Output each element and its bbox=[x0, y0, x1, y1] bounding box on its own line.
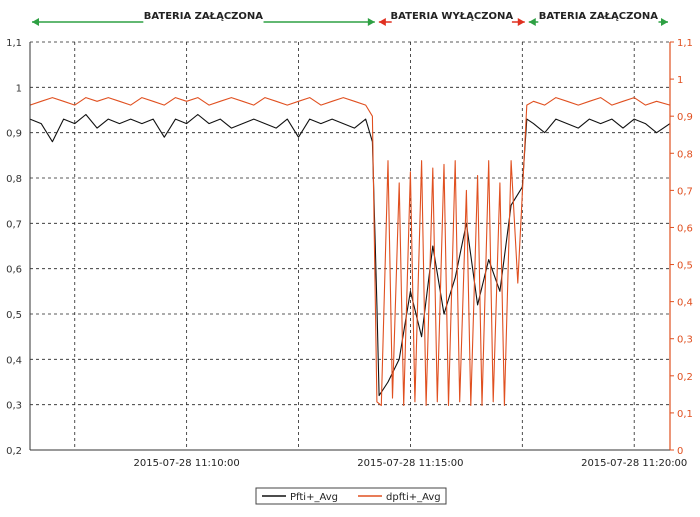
annotation-arrowhead-left bbox=[378, 18, 386, 26]
y-left-tick-label: 0,2 bbox=[6, 446, 22, 457]
y-right-tick-label: 0,8 bbox=[677, 149, 693, 160]
x-tick-label: 2015-07-28 11:15:00 bbox=[357, 458, 463, 469]
y-left-tick-label: 1 bbox=[16, 83, 22, 94]
y-right-tick-label: 0,6 bbox=[677, 223, 693, 234]
annotation-label-bg bbox=[143, 9, 264, 23]
annotation-arrowhead-right bbox=[367, 18, 375, 26]
y-right-tick-label: 0,9 bbox=[677, 112, 693, 123]
y-left-tick-label: 0,3 bbox=[6, 401, 22, 412]
y-left-tick-label: 0,7 bbox=[6, 219, 22, 230]
x-tick-label: 2015-07-28 11:20:00 bbox=[581, 458, 687, 469]
legend: Pfti+_Avg dpfti+_Avg bbox=[255, 487, 447, 505]
y-left-tick-label: 1,1 bbox=[6, 38, 22, 49]
legend-entry: Pfti+_Avg bbox=[290, 492, 338, 503]
annotation-arrowhead-left bbox=[32, 18, 39, 26]
y-right-tick-label: 0,1 bbox=[677, 409, 693, 420]
annotation-label: BATERIA ZAŁĄCZONA bbox=[539, 11, 658, 22]
x-tick-label: 2015-07-28 11:10:00 bbox=[134, 458, 240, 469]
y-right-tick-label: 0,5 bbox=[677, 261, 693, 272]
y-left-tick-label: 0,5 bbox=[6, 310, 22, 321]
axes bbox=[29, 41, 674, 451]
annotation-label: BATERIA ZAŁĄCZONA bbox=[144, 11, 263, 22]
series-lines bbox=[29, 97, 671, 407]
annotation-arrowhead-right bbox=[661, 18, 668, 26]
y-right-tick-label: 0,2 bbox=[677, 372, 693, 383]
y-left-tick-label: 0,6 bbox=[6, 265, 22, 276]
annotation-arrowhead-left bbox=[528, 18, 536, 26]
y-right-tick-label: 1 bbox=[677, 75, 683, 86]
annotation-arrowhead-right bbox=[517, 18, 525, 26]
annotations: BATERIA ZAŁĄCZONA BATERIA WYŁĄCZONA BATERI… bbox=[32, 9, 668, 26]
y-left-tick-label: 0,4 bbox=[6, 355, 22, 366]
annotation-label-bg bbox=[538, 9, 659, 23]
y-right-tick-label: 0,4 bbox=[677, 298, 693, 309]
annotation-label-bg bbox=[391, 9, 512, 23]
y-right-tick-label: 0,7 bbox=[677, 186, 693, 197]
y-right-tick-label: 0,3 bbox=[677, 335, 693, 346]
y-right-tick-label: 1,1 bbox=[677, 38, 693, 49]
annotation-label: BATERIA WYŁĄCZONA bbox=[391, 11, 514, 22]
tick-labels: 0,2 0,3 0,4 0,5 0,6 0,7 0,8 0,9 1 1,1 0 0,1 0,2 0,3 0,… bbox=[6, 38, 693, 469]
grid bbox=[30, 41, 670, 451]
legend-entry: dpfti+_Avg bbox=[386, 492, 441, 503]
legend-box bbox=[255, 487, 447, 505]
y-left-tick-label: 0,8 bbox=[6, 174, 22, 185]
series-line-pfti-avg bbox=[29, 113, 671, 397]
y-left-tick-label: 0,9 bbox=[6, 129, 22, 140]
series-line-dpfti-avg bbox=[29, 97, 671, 407]
y-right-tick-label: 0 bbox=[677, 446, 683, 457]
